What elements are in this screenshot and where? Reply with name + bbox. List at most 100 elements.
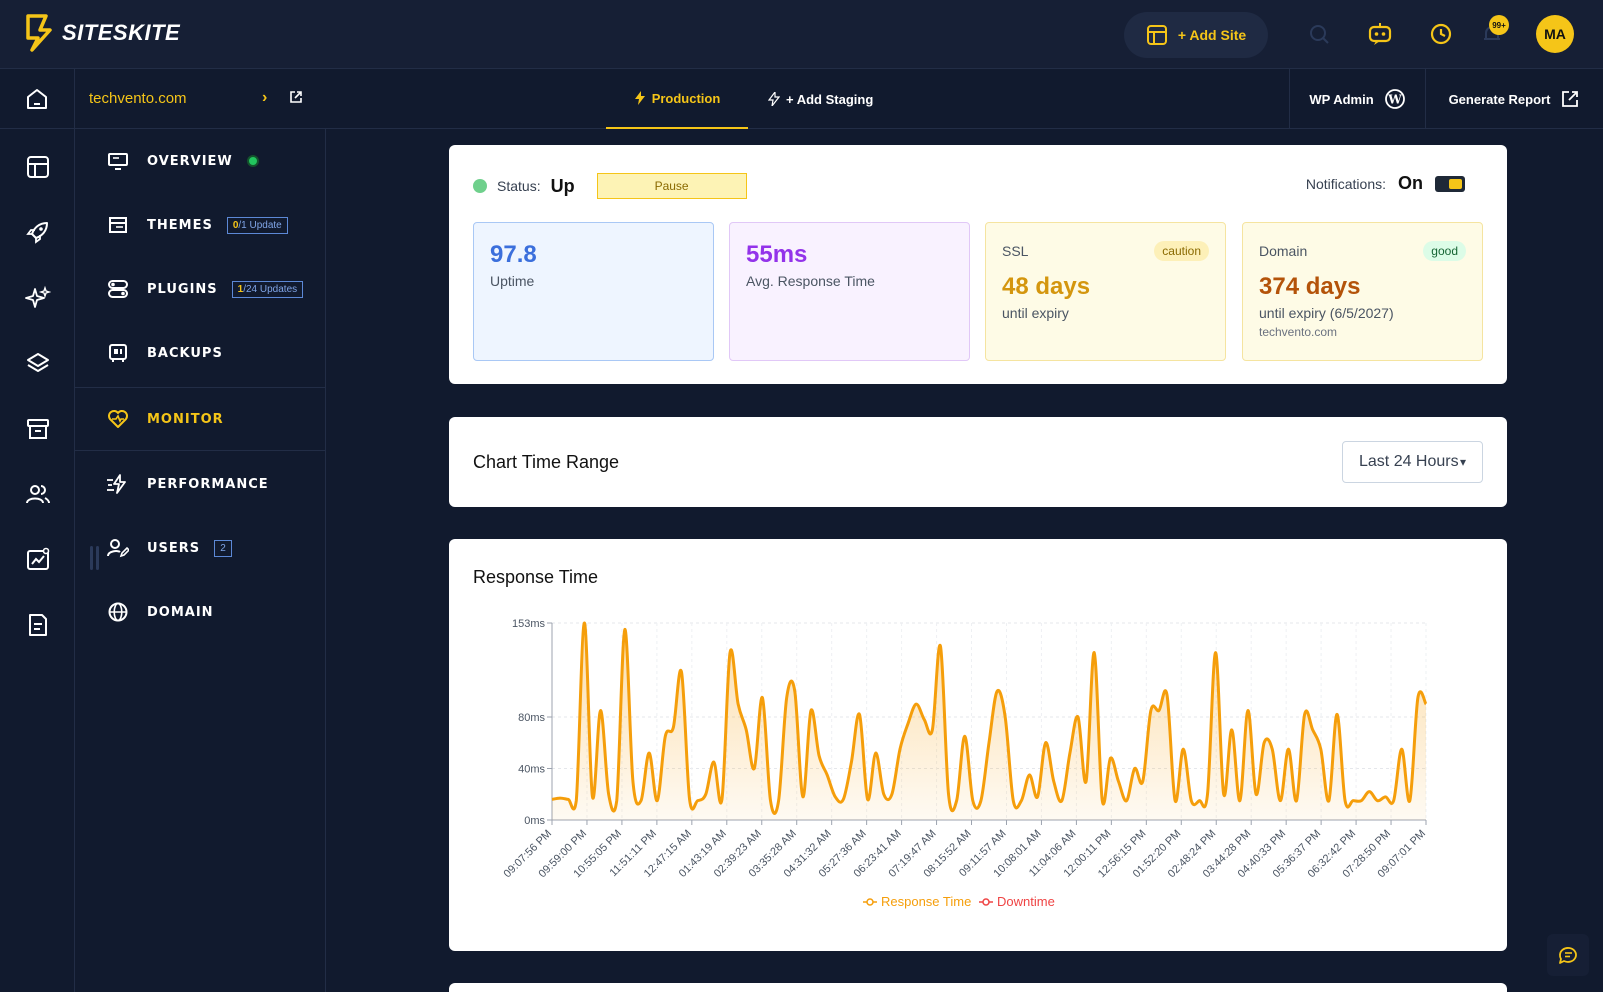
wp-admin-button[interactable]: WP Admin W [1289, 69, 1425, 129]
ssl-value: 48 days [1002, 273, 1091, 300]
response-stat: 55ms Avg. Response Time [729, 222, 970, 361]
legend-downtime-label: Downtime [997, 894, 1055, 909]
rocket-icon[interactable] [22, 216, 54, 248]
response-time-card: Response Time 0ms 40ms 80ms 153ms 09:07:56 P… [449, 539, 1507, 951]
search-icon[interactable] [1305, 20, 1333, 48]
nav-item-themes[interactable]: THEMES 0/1 Update [75, 193, 326, 257]
archive-icon[interactable] [22, 413, 54, 445]
site-name[interactable]: techvento.com [89, 90, 187, 107]
time-range-select[interactable]: Last 24 Hours [1342, 441, 1483, 483]
external-link-icon[interactable] [288, 89, 304, 110]
legend-response-time-marker [866, 898, 874, 906]
layers-icon[interactable] [22, 347, 54, 379]
nav-item-users[interactable]: USERS 2 [75, 516, 326, 580]
wordpress-icon: W [1384, 89, 1405, 109]
generate-report-button[interactable]: Generate Report [1425, 69, 1603, 129]
domain-stat: Domain good 374 days until expiry (6/5/20… [1242, 222, 1483, 361]
status-row: Status: Up Pause [473, 173, 747, 199]
robot-support-icon[interactable] [1366, 20, 1394, 48]
tab-add-staging-label: + Add Staging [786, 91, 874, 107]
site-bar: techvento.com › Production + Add Staging… [0, 69, 1603, 129]
chart-title: Response Time [473, 567, 599, 587]
notifications-value: On [1398, 173, 1423, 193]
themes-icon [103, 215, 133, 235]
avatar[interactable]: MA [1536, 15, 1574, 53]
domain-name: techvento.com [1259, 325, 1338, 339]
nav-item-domain[interactable]: DOMAIN [75, 580, 326, 644]
nav-item-label: THEMES [147, 217, 213, 233]
external-link-icon [1562, 91, 1579, 107]
chevron-down-icon[interactable]: ▾ [1460, 455, 1467, 469]
clock-icon[interactable] [1427, 20, 1455, 48]
svg-text:W: W [1387, 93, 1402, 107]
tab-production[interactable]: Production [606, 69, 748, 129]
status-label: Status: [497, 178, 541, 194]
y-tick-label: 40ms [518, 763, 545, 775]
left-rail [0, 129, 75, 992]
scroll-handle[interactable] [90, 546, 102, 570]
chart-range-card: Chart Time Range Last 24 Hours ▾ [449, 417, 1507, 507]
lightning-logo-icon [26, 14, 52, 52]
domain-status-pill: good [1423, 241, 1466, 261]
ssl-status-pill: caution [1154, 241, 1209, 261]
chat-icon [1559, 947, 1577, 964]
domain-value: 374 days [1259, 273, 1361, 300]
domain-label: until expiry (6/5/2027) [1259, 305, 1394, 321]
nav-item-overview[interactable]: OVERVIEW [75, 129, 326, 193]
wp-admin-label: WP Admin [1309, 91, 1374, 107]
y-tick-label: 153ms [512, 618, 546, 630]
add-site-button[interactable]: + Add Site [1124, 12, 1268, 58]
nav-item-label: MONITOR [147, 411, 224, 427]
backups-icon [103, 343, 133, 363]
uptime-label: Uptime [490, 273, 535, 289]
top-bar: SITESKITE + Add Site 99+ MA [0, 0, 1603, 69]
nav-item-label: PERFORMANCE [147, 476, 269, 492]
pause-button[interactable]: Pause [596, 173, 747, 199]
nav-item-label: DOMAIN [147, 604, 214, 620]
generate-report-label: Generate Report [1448, 91, 1551, 107]
y-tick-label: 80ms [518, 712, 545, 724]
update-badge: 1/24 Updates [231, 280, 304, 298]
notification-badge: 99+ [1489, 15, 1509, 35]
nav-item-label: PLUGINS [147, 281, 218, 297]
user-count-badge: 2 [214, 539, 232, 557]
nav-item-label: BACKUPS [147, 345, 223, 361]
tab-add-staging[interactable]: + Add Staging [768, 69, 873, 129]
layout-icon[interactable] [22, 151, 54, 183]
bolt-outline-icon [768, 92, 780, 106]
heart-monitor-icon [103, 409, 133, 429]
sparkles-icon[interactable] [22, 282, 54, 314]
nav-item-monitor[interactable]: MONITOR [75, 387, 326, 451]
chat-button[interactable] [1547, 934, 1589, 976]
response-time-line [551, 621, 1428, 816]
response-label: Avg. Response Time [746, 273, 875, 289]
notifications-label: Notifications: [1305, 175, 1386, 192]
notifications-row: Notifications: On [1306, 173, 1465, 194]
uptime-value: 97.8 [490, 241, 537, 268]
nav-item-performance[interactable]: PERFORMANCE [75, 452, 326, 516]
chart-image-icon[interactable] [22, 543, 54, 575]
status-online-dot [246, 155, 259, 167]
status-dot [473, 179, 487, 193]
update-badge: 0/1 Update [226, 216, 288, 234]
status-card: Status: Up Pause Notifications: On 97.8 … [449, 145, 1507, 384]
nav-item-backups[interactable]: BACKUPS [75, 321, 326, 385]
status-value: Up [550, 175, 575, 196]
performance-icon [103, 474, 133, 494]
home-icon [27, 89, 47, 109]
chevron-right-icon[interactable]: › [262, 89, 268, 106]
users-icon[interactable] [22, 478, 54, 510]
layout-icon [1146, 25, 1167, 45]
logo[interactable]: SITESKITE [22, 14, 180, 52]
ssl-label: until expiry [1002, 305, 1069, 321]
home-button[interactable] [0, 69, 75, 129]
notifications-toggle[interactable] [1435, 175, 1465, 192]
report-icon[interactable] [22, 609, 54, 641]
next-card [449, 983, 1507, 992]
users-edit-icon [103, 538, 133, 558]
nav-item-plugins[interactable]: PLUGINS 1/24 Updates [75, 257, 326, 321]
tab-production-label: Production [651, 90, 721, 106]
brand-name: SITESKITE [62, 20, 181, 45]
ssl-title: SSL [1002, 243, 1029, 259]
